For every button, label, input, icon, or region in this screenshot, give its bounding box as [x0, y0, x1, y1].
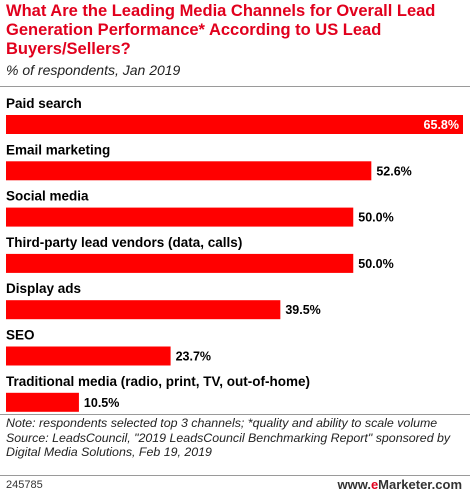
- category-label: Traditional media (radio, print, TV, out…: [6, 374, 310, 389]
- category-label: SEO: [6, 328, 35, 343]
- note-text: Note: respondents selected top 3 channel…: [6, 416, 438, 430]
- chart-subtitle: % of respondents, Jan 2019: [6, 62, 181, 78]
- bar: [6, 346, 171, 366]
- category-label: Social media: [6, 189, 89, 204]
- category-label: Email marketing: [6, 142, 110, 157]
- value-label: 39.5%: [285, 303, 320, 317]
- bar-chart: Paid search 65.8% Email marketing 52.6% Soci…: [6, 96, 463, 412]
- value-label: 65.8%: [424, 118, 459, 132]
- value-label: 50.0%: [358, 211, 393, 225]
- value-label: 10.5%: [84, 396, 119, 410]
- source-text: Source: LeadsCouncil, "2019 LeadsCouncil…: [6, 430, 451, 460]
- value-label: 52.6%: [376, 164, 411, 178]
- emarketer-logo: www.eMarketer.com: [337, 477, 462, 492]
- bar: [6, 392, 79, 412]
- bottom-divider: [0, 475, 470, 476]
- bar: [6, 300, 281, 320]
- bar: [6, 253, 354, 273]
- footer-divider: [0, 414, 470, 415]
- chart-id: 245785: [6, 479, 43, 491]
- bar: [6, 115, 463, 134]
- value-label: 23.7%: [176, 350, 211, 364]
- header-divider: [0, 86, 470, 87]
- bar: [6, 207, 354, 227]
- value-label: 50.0%: [358, 257, 393, 271]
- category-label: Third-party lead vendors (data, calls): [6, 235, 242, 250]
- bar: [6, 161, 372, 181]
- chart-notes: Note: respondents selected top 3 channel…: [6, 416, 462, 460]
- category-label: Paid search: [6, 96, 82, 111]
- chart-title: What Are the Leading Media Channels for …: [6, 2, 436, 58]
- category-label: Display ads: [6, 281, 81, 296]
